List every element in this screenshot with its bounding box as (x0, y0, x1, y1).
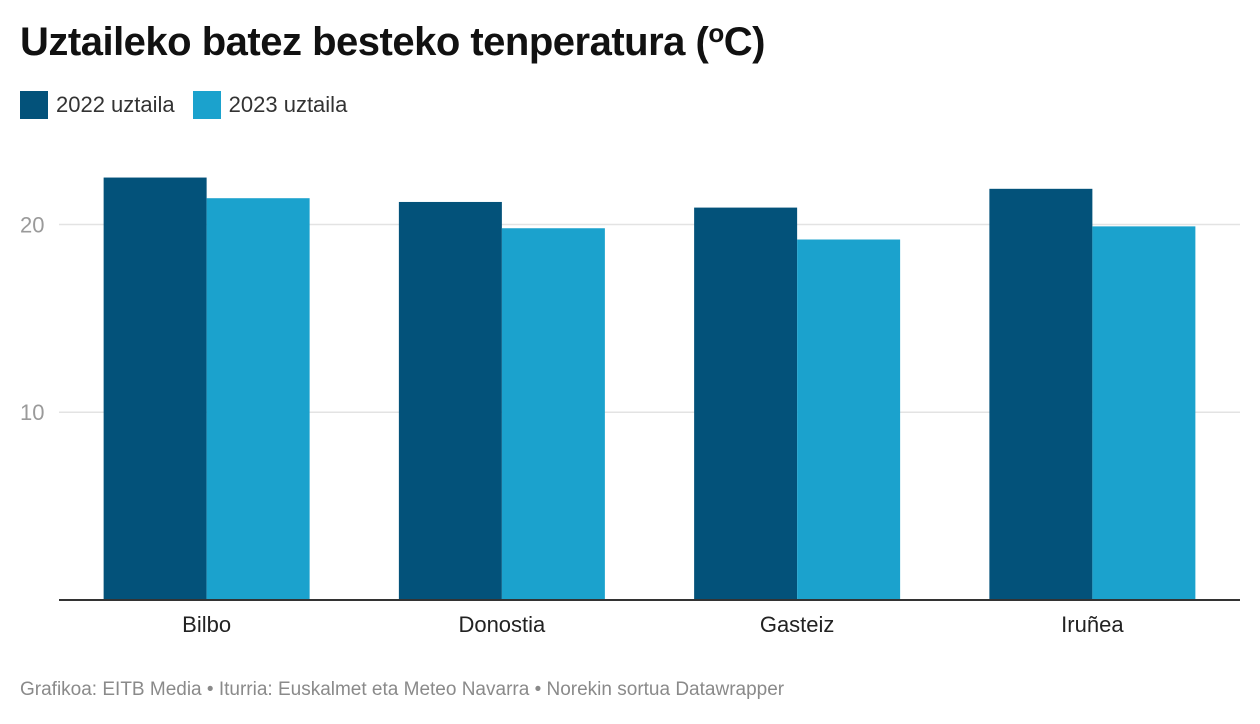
chart-title-degree: o (708, 18, 724, 48)
x-tick-label: Bilbo (182, 612, 231, 637)
chart-legend: 2022 uztaila 2023 uztaila (20, 91, 347, 119)
bar-iru-ea-2023 (1092, 226, 1196, 600)
x-tick-label: Gasteiz (760, 612, 835, 637)
bar-iru-ea-2022 (989, 188, 1093, 600)
bar-donostia-2023 (501, 228, 605, 600)
bar-layer (103, 177, 1196, 601)
chart-title-end: C) (723, 20, 766, 64)
legend-label-2022: 2022 uztaila (56, 92, 175, 117)
legend-swatch-2023 (192, 91, 221, 119)
legend-item-2022: 2022 uztaila (20, 91, 175, 119)
bar-gasteiz-2023 (797, 239, 901, 601)
legend-label-2023: 2023 uztaila (228, 92, 348, 117)
chart-title: Uztaileko batez besteko tenperatura (oC) (20, 20, 765, 65)
chart-title-main: Uztaileko batez besteko tenperatura ( (20, 20, 709, 64)
y-tick-label-10: 10 (20, 400, 44, 425)
legend-item-2023: 2023 uztaila (192, 91, 348, 119)
legend-swatch-2022 (20, 91, 48, 119)
bar-gasteiz-2022 (694, 207, 798, 600)
y-tick-label-20: 20 (20, 212, 44, 237)
bar-bilbo-2022 (103, 177, 207, 600)
axis-layer: 10 20 Bilbo Donostia Gasteiz Iruñea (20, 212, 1240, 637)
chart-footer: Grafikoa: EITB Media • Iturria: Euskalme… (20, 679, 785, 700)
x-tick-label: Iruñea (1061, 612, 1124, 637)
bar-bilbo-2023 (206, 198, 310, 600)
x-tick-label: Donostia (458, 612, 546, 637)
bar-donostia-2022 (398, 201, 502, 601)
